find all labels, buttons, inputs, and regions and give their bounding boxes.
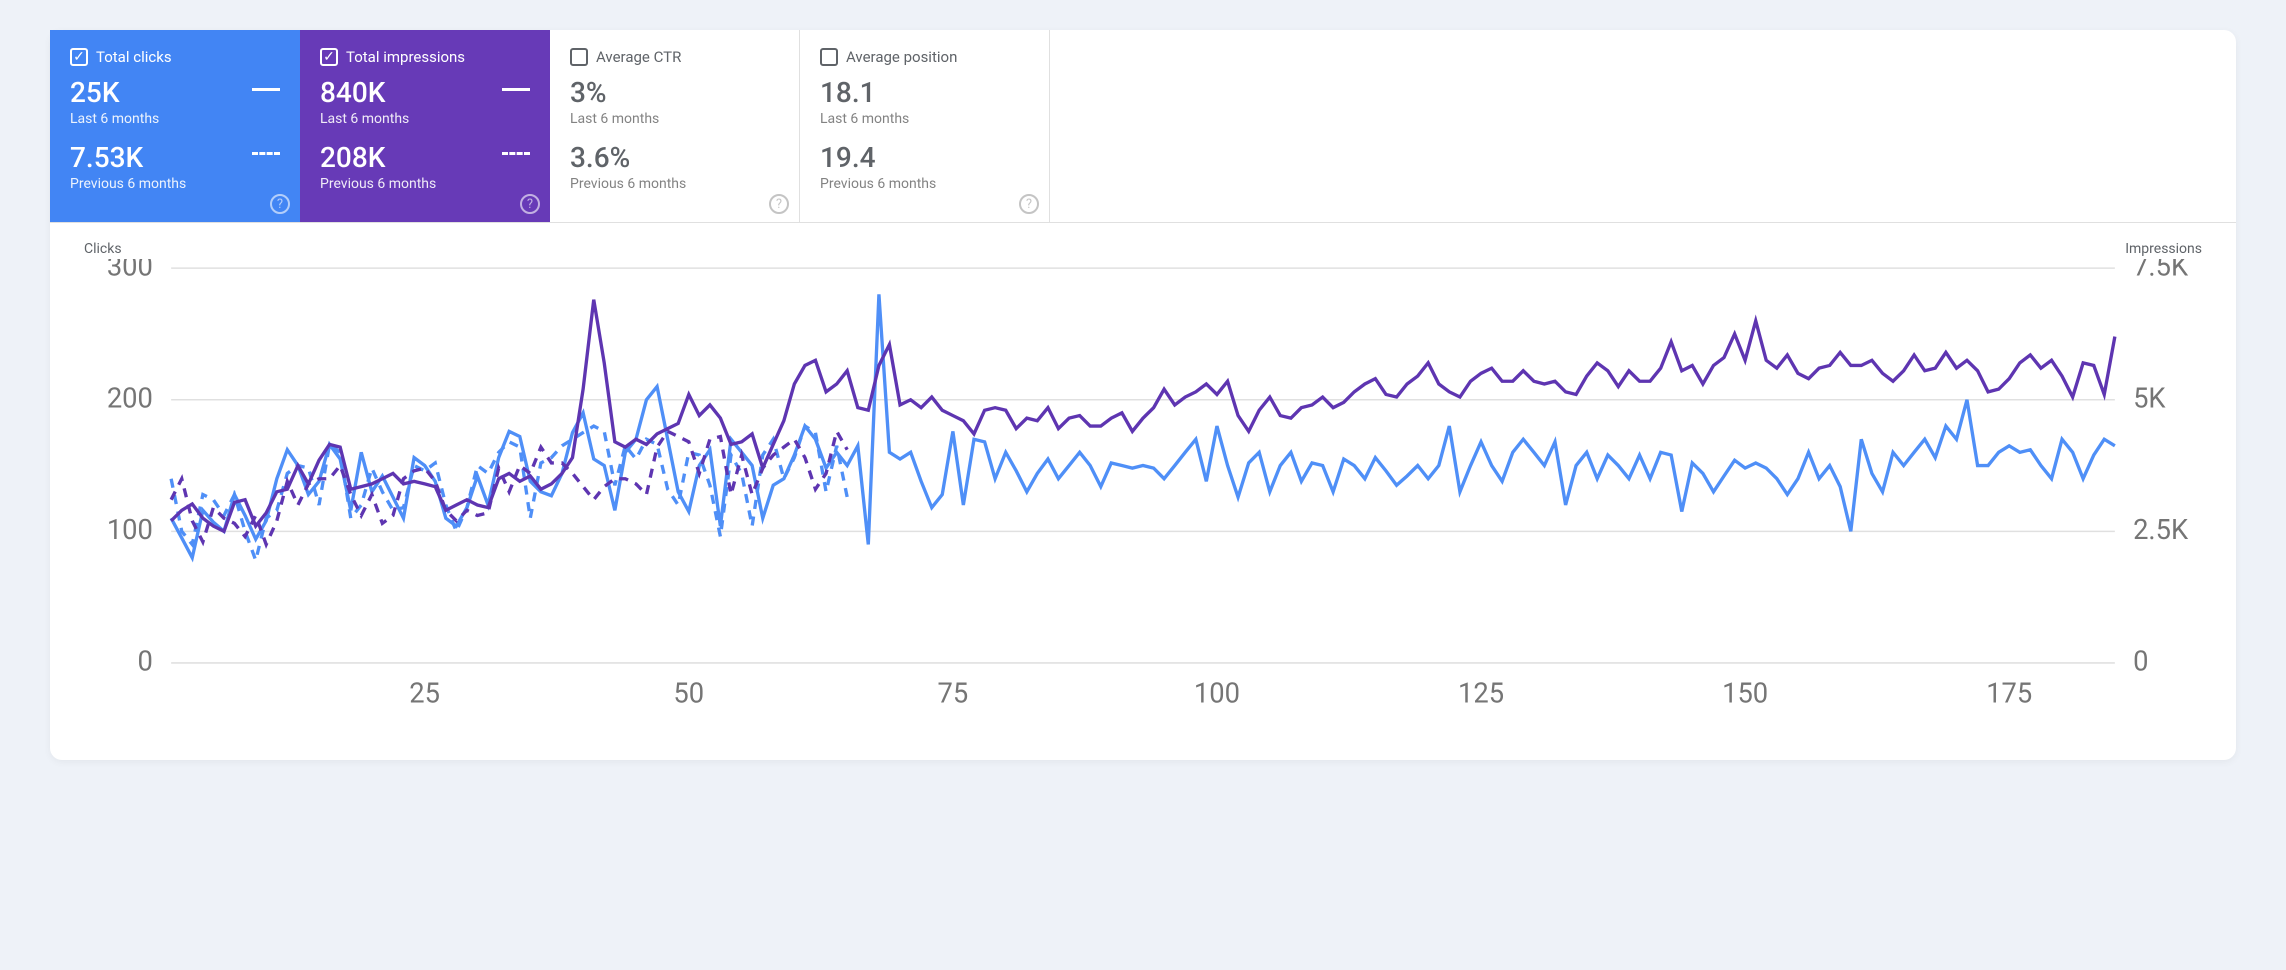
help-icon[interactable]: ? <box>520 194 540 214</box>
card-previous-label: Previous 6 months <box>570 176 779 192</box>
card-label: Total clicks <box>96 48 172 66</box>
card-previous-value: 7.53K <box>70 141 280 174</box>
card-previous-value: 208K <box>320 141 530 174</box>
card-previous-label: Previous 6 months <box>320 176 530 192</box>
card-label: Average position <box>846 48 957 66</box>
svg-text:25: 25 <box>409 677 440 709</box>
card-previous-label: Previous 6 months <box>820 176 1029 192</box>
svg-text:300: 300 <box>107 259 153 283</box>
card-total-impressions[interactable]: Total impressions 840K Last 6 months 208… <box>300 30 550 222</box>
legend-solid-line-icon <box>252 88 280 91</box>
card-current-value: 25K <box>70 76 280 109</box>
card-current-label: Last 6 months <box>570 111 779 127</box>
performance-panel: Total clicks 25K Last 6 months 7.53K Pre… <box>50 30 2236 760</box>
checkbox-icon <box>70 48 88 66</box>
card-label: Average CTR <box>596 48 681 66</box>
performance-chart: 0 100 200 300 0 2.5K 5K 7.5K 25 50 75 100 125 150 175 <box>80 259 2206 730</box>
checkbox-icon <box>570 48 588 66</box>
metric-cards-row: Total clicks 25K Last 6 months 7.53K Pre… <box>50 30 2236 223</box>
left-axis-title: Clicks <box>84 241 122 257</box>
help-icon[interactable]: ? <box>270 194 290 214</box>
svg-text:100: 100 <box>107 514 153 546</box>
svg-text:7.5K: 7.5K <box>2133 259 2189 283</box>
checkbox-icon <box>320 48 338 66</box>
card-previous-value: 3.6% <box>570 141 779 174</box>
help-icon[interactable]: ? <box>1019 194 1039 214</box>
svg-text:75: 75 <box>937 677 968 709</box>
legend-dashed-line-icon <box>252 152 280 155</box>
card-current-label: Last 6 months <box>820 111 1029 127</box>
svg-text:200: 200 <box>107 382 153 414</box>
svg-text:150: 150 <box>1722 677 1768 709</box>
svg-text:50: 50 <box>673 677 704 709</box>
svg-text:175: 175 <box>1986 677 2032 709</box>
svg-text:2.5K: 2.5K <box>2133 514 2189 546</box>
card-label: Total impressions <box>346 48 465 66</box>
card-average-ctr[interactable]: Average CTR 3% Last 6 months 3.6% Previo… <box>550 30 800 222</box>
card-total-clicks[interactable]: Total clicks 25K Last 6 months 7.53K Pre… <box>50 30 300 222</box>
svg-text:125: 125 <box>1458 677 1504 709</box>
right-axis-title: Impressions <box>2125 241 2202 257</box>
legend-solid-line-icon <box>502 88 530 91</box>
help-icon[interactable]: ? <box>769 194 789 214</box>
card-average-position[interactable]: Average position 18.1 Last 6 months 19.4… <box>800 30 1050 222</box>
card-previous-value: 19.4 <box>820 141 1029 174</box>
card-current-label: Last 6 months <box>70 111 280 127</box>
card-current-label: Last 6 months <box>320 111 530 127</box>
svg-text:5K: 5K <box>2133 382 2166 414</box>
card-current-value: 3% <box>570 76 779 109</box>
svg-text:0: 0 <box>138 646 153 678</box>
card-current-value: 18.1 <box>820 76 1029 109</box>
svg-text:0: 0 <box>2133 646 2148 678</box>
legend-dashed-line-icon <box>502 152 530 155</box>
chart-area: Clicks Impressions 0 100 200 300 0 2.5K 5K 7.5K… <box>50 223 2236 760</box>
card-current-value: 840K <box>320 76 530 109</box>
checkbox-icon <box>820 48 838 66</box>
svg-text:100: 100 <box>1194 677 1240 709</box>
card-previous-label: Previous 6 months <box>70 176 280 192</box>
